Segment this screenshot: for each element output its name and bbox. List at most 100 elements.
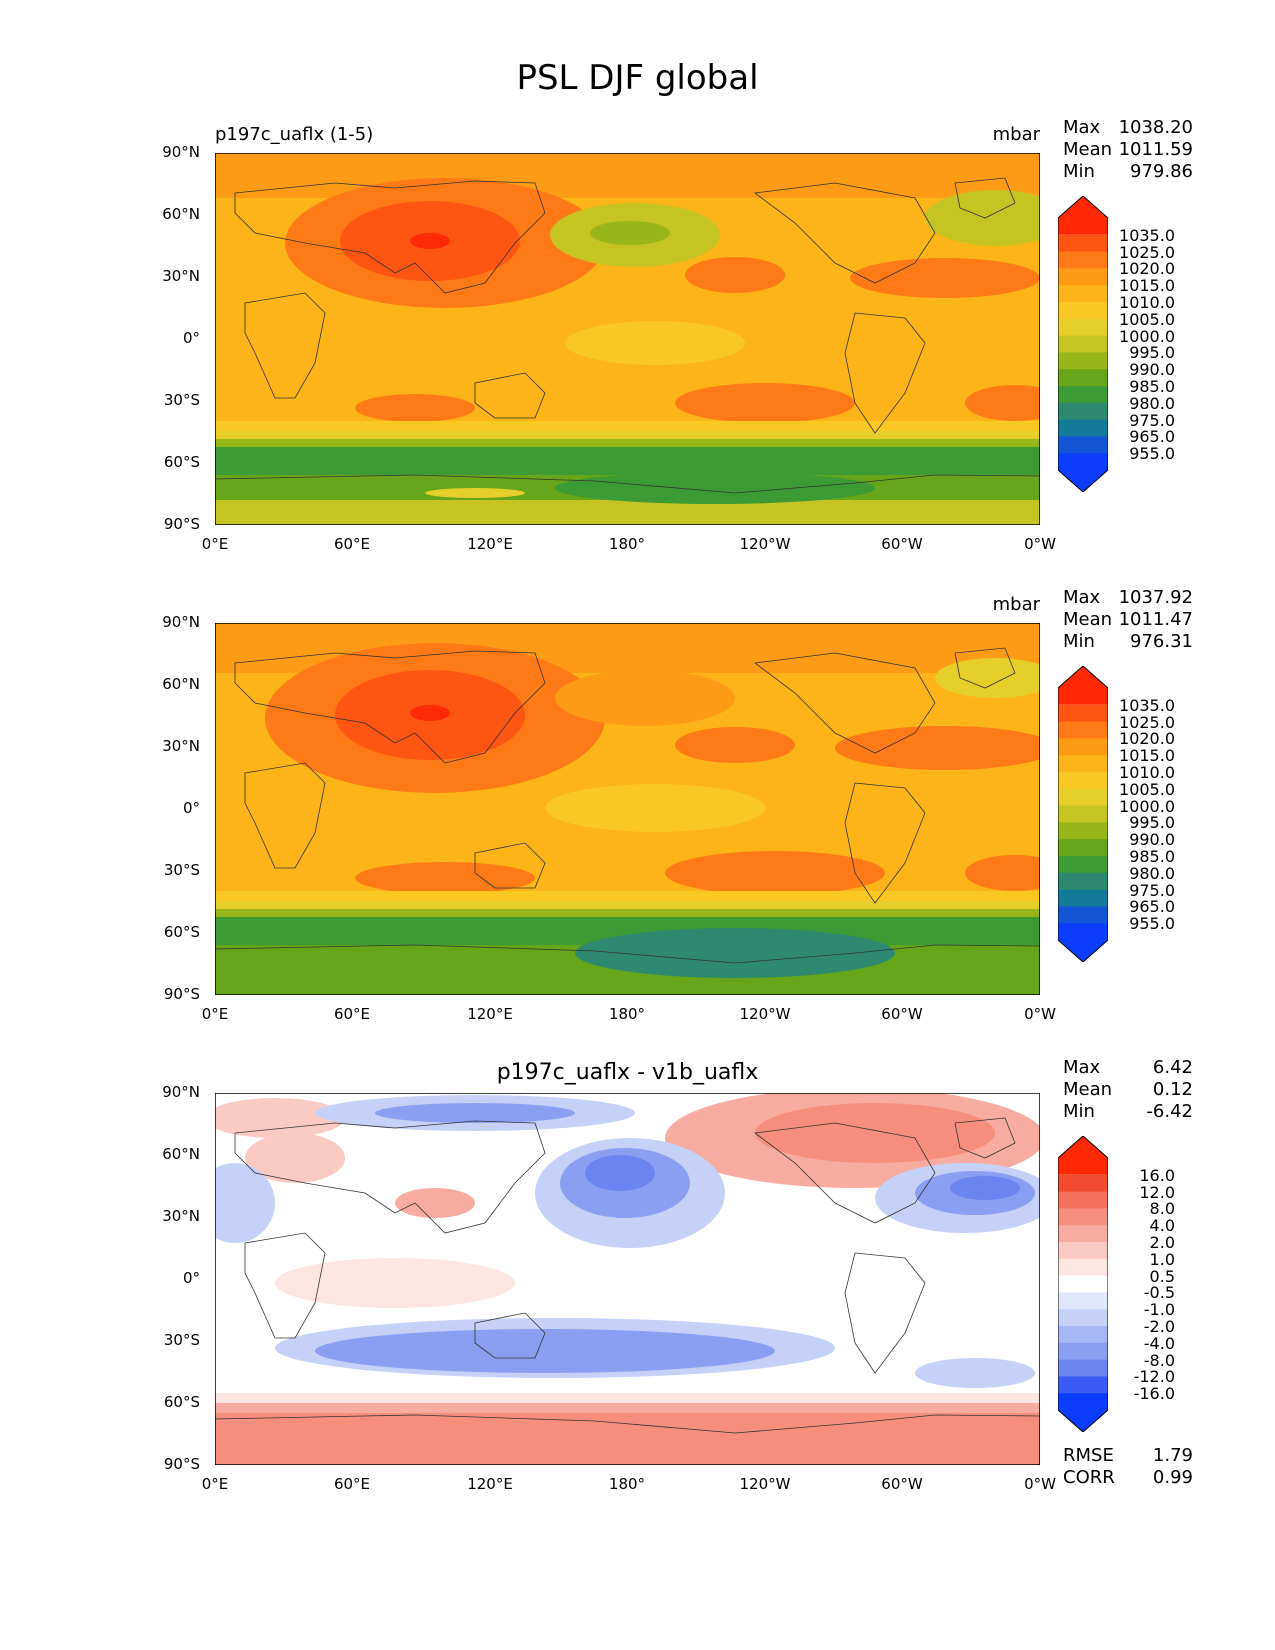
x-tick-label: 60°E: [333, 535, 371, 553]
colorbar-tick-label: 980.0: [1129, 863, 1175, 883]
y-tick-label: 30°S: [163, 1331, 200, 1349]
colorbar-tick-label: 990.0: [1129, 830, 1175, 850]
panel-2-stats: Max 1037.92 Mean 1011.47 Min 976.31: [1063, 587, 1193, 653]
y-tick-label: 30°N: [162, 737, 200, 755]
y-tick-label: 60°S: [163, 923, 200, 941]
y-tick-label: 0°: [182, 1269, 200, 1287]
y-tick-label: 60°N: [162, 675, 200, 693]
colorbar-swatch: [1058, 1309, 1108, 1327]
colorbar-swatch: [1058, 666, 1108, 705]
colorbar-tick-label: 1035.0: [1119, 695, 1175, 715]
colorbar-tick-label: 965.0: [1129, 427, 1175, 447]
x-tick-label: 60°E: [333, 1005, 371, 1023]
colorbar-tick-label: -4.0: [1143, 1333, 1175, 1353]
panel-1-colorbar: [1058, 196, 1108, 492]
colorbar-tick-label: 1005.0: [1119, 779, 1175, 799]
stat-value: 0.12: [1152, 1079, 1193, 1100]
stat-value: 6.42: [1152, 1057, 1193, 1078]
colorbar-swatch: [1058, 196, 1108, 235]
colorbar-tick-label: 975.0: [1129, 410, 1175, 430]
colorbar-swatch: [1058, 704, 1108, 723]
x-tick-label: 120°E: [467, 1475, 513, 1493]
colorbar-tick-label: -12.0: [1133, 1367, 1175, 1387]
stat-value: 979.86: [1130, 161, 1193, 182]
colorbar-tick-label: 1025.0: [1119, 712, 1175, 732]
y-tick-label: 90°S: [163, 515, 200, 533]
colorbar-swatch: [1058, 1292, 1108, 1310]
stat-label: Mean: [1063, 139, 1113, 160]
colorbar-tick-label: 16.0: [1139, 1165, 1175, 1185]
stat-value: 1011.47: [1118, 609, 1193, 630]
colorbar-tick-label: 0.5: [1149, 1266, 1175, 1286]
x-tick-label: 60°W: [881, 535, 923, 553]
colorbar-tick-label: 990.0: [1129, 360, 1175, 380]
colorbar-swatch: [1058, 234, 1108, 253]
colorbar-swatch: [1058, 1342, 1108, 1361]
colorbar-swatch: [1058, 352, 1108, 370]
colorbar-swatch: [1058, 285, 1108, 303]
stat-label: Min: [1063, 631, 1095, 652]
colorbar-swatch: [1058, 453, 1108, 492]
colorbar-tick-label: 980.0: [1129, 393, 1175, 413]
x-tick-label: 180°: [608, 1475, 646, 1493]
colorbar-swatch: [1058, 1174, 1108, 1193]
corr-value: 0.99: [1152, 1467, 1193, 1488]
panel-1-stats: Max 1038.20 Mean 1011.59 Min 979.86: [1063, 117, 1193, 183]
colorbar-tick-label: 8.0: [1149, 1199, 1175, 1219]
colorbar-swatch: [1058, 369, 1108, 387]
colorbar-tick-label: 965.0: [1129, 897, 1175, 917]
colorbar-swatch: [1058, 738, 1108, 756]
colorbar-swatch: [1058, 1225, 1108, 1243]
colorbar-tick-label: 985.0: [1129, 847, 1175, 866]
y-tick-label: 90°N: [162, 613, 200, 631]
stat-label: Max: [1063, 117, 1101, 138]
stat-value: 1011.59: [1118, 139, 1193, 160]
x-tick-label: 180°: [608, 1005, 646, 1023]
colorbar-swatch: [1058, 402, 1108, 421]
panel-2-colorbar: [1058, 666, 1108, 962]
colorbar-swatch: [1058, 268, 1108, 286]
stat-label: Min: [1063, 1101, 1095, 1122]
colorbar-swatch: [1058, 302, 1108, 320]
colorbar-swatch: [1058, 1208, 1108, 1226]
x-tick-label: 120°E: [467, 1005, 513, 1023]
colorbar-swatch: [1058, 822, 1108, 840]
colorbar-swatch: [1058, 872, 1108, 891]
stat-value: 976.31: [1130, 631, 1193, 652]
y-tick-label: 0°: [182, 329, 200, 347]
colorbar-tick-label: 12.0: [1139, 1182, 1175, 1202]
colorbar-swatch: [1058, 1191, 1108, 1209]
stat-label: Mean: [1063, 1079, 1113, 1100]
panel-3-title: p197c_uaflx - v1b_uaflx: [496, 1060, 759, 1085]
colorbar-tick-label: 1025.0: [1119, 242, 1175, 262]
colorbar-tick-label: -0.5: [1143, 1283, 1175, 1303]
colorbar-swatch: [1058, 419, 1108, 437]
x-tick-label: 60°W: [881, 1475, 923, 1493]
colorbar-swatch: [1058, 1136, 1108, 1175]
colorbar-swatch: [1058, 721, 1108, 739]
stat-label: Max: [1063, 587, 1101, 608]
y-tick-label: 30°S: [163, 391, 200, 409]
colorbar-swatch: [1058, 805, 1108, 823]
colorbar-swatch: [1058, 889, 1108, 907]
x-tick-label: 0°E: [201, 535, 229, 553]
y-tick-label: 90°S: [163, 1455, 200, 1473]
stat-label: Min: [1063, 161, 1095, 182]
y-tick-label: 30°N: [162, 1207, 200, 1225]
colorbar-tick-label: 1000.0: [1119, 326, 1175, 346]
x-tick-label: 0°W: [1024, 1475, 1056, 1493]
x-tick-label: 180°: [608, 535, 646, 553]
x-tick-label: 0°E: [201, 1475, 229, 1493]
x-tick-label: 0°W: [1024, 1005, 1056, 1023]
colorbar-swatch: [1058, 1376, 1108, 1394]
colorbar-tick-label: -16.0: [1133, 1384, 1175, 1404]
y-tick-label: 30°S: [163, 861, 200, 879]
colorbar-tick-label: 2.0: [1149, 1233, 1175, 1252]
y-tick-label: 0°: [182, 799, 200, 817]
panel-3-colorbar: [1058, 1136, 1108, 1432]
panel-3-stats: Max 6.42 Mean 0.12 Min -6.42: [1063, 1057, 1193, 1123]
colorbar-swatch: [1058, 386, 1108, 404]
colorbar-tick-label: 995.0: [1129, 813, 1175, 833]
colorbar-tick-label: 995.0: [1129, 343, 1175, 363]
colorbar-tick-label: 1035.0: [1119, 225, 1175, 245]
